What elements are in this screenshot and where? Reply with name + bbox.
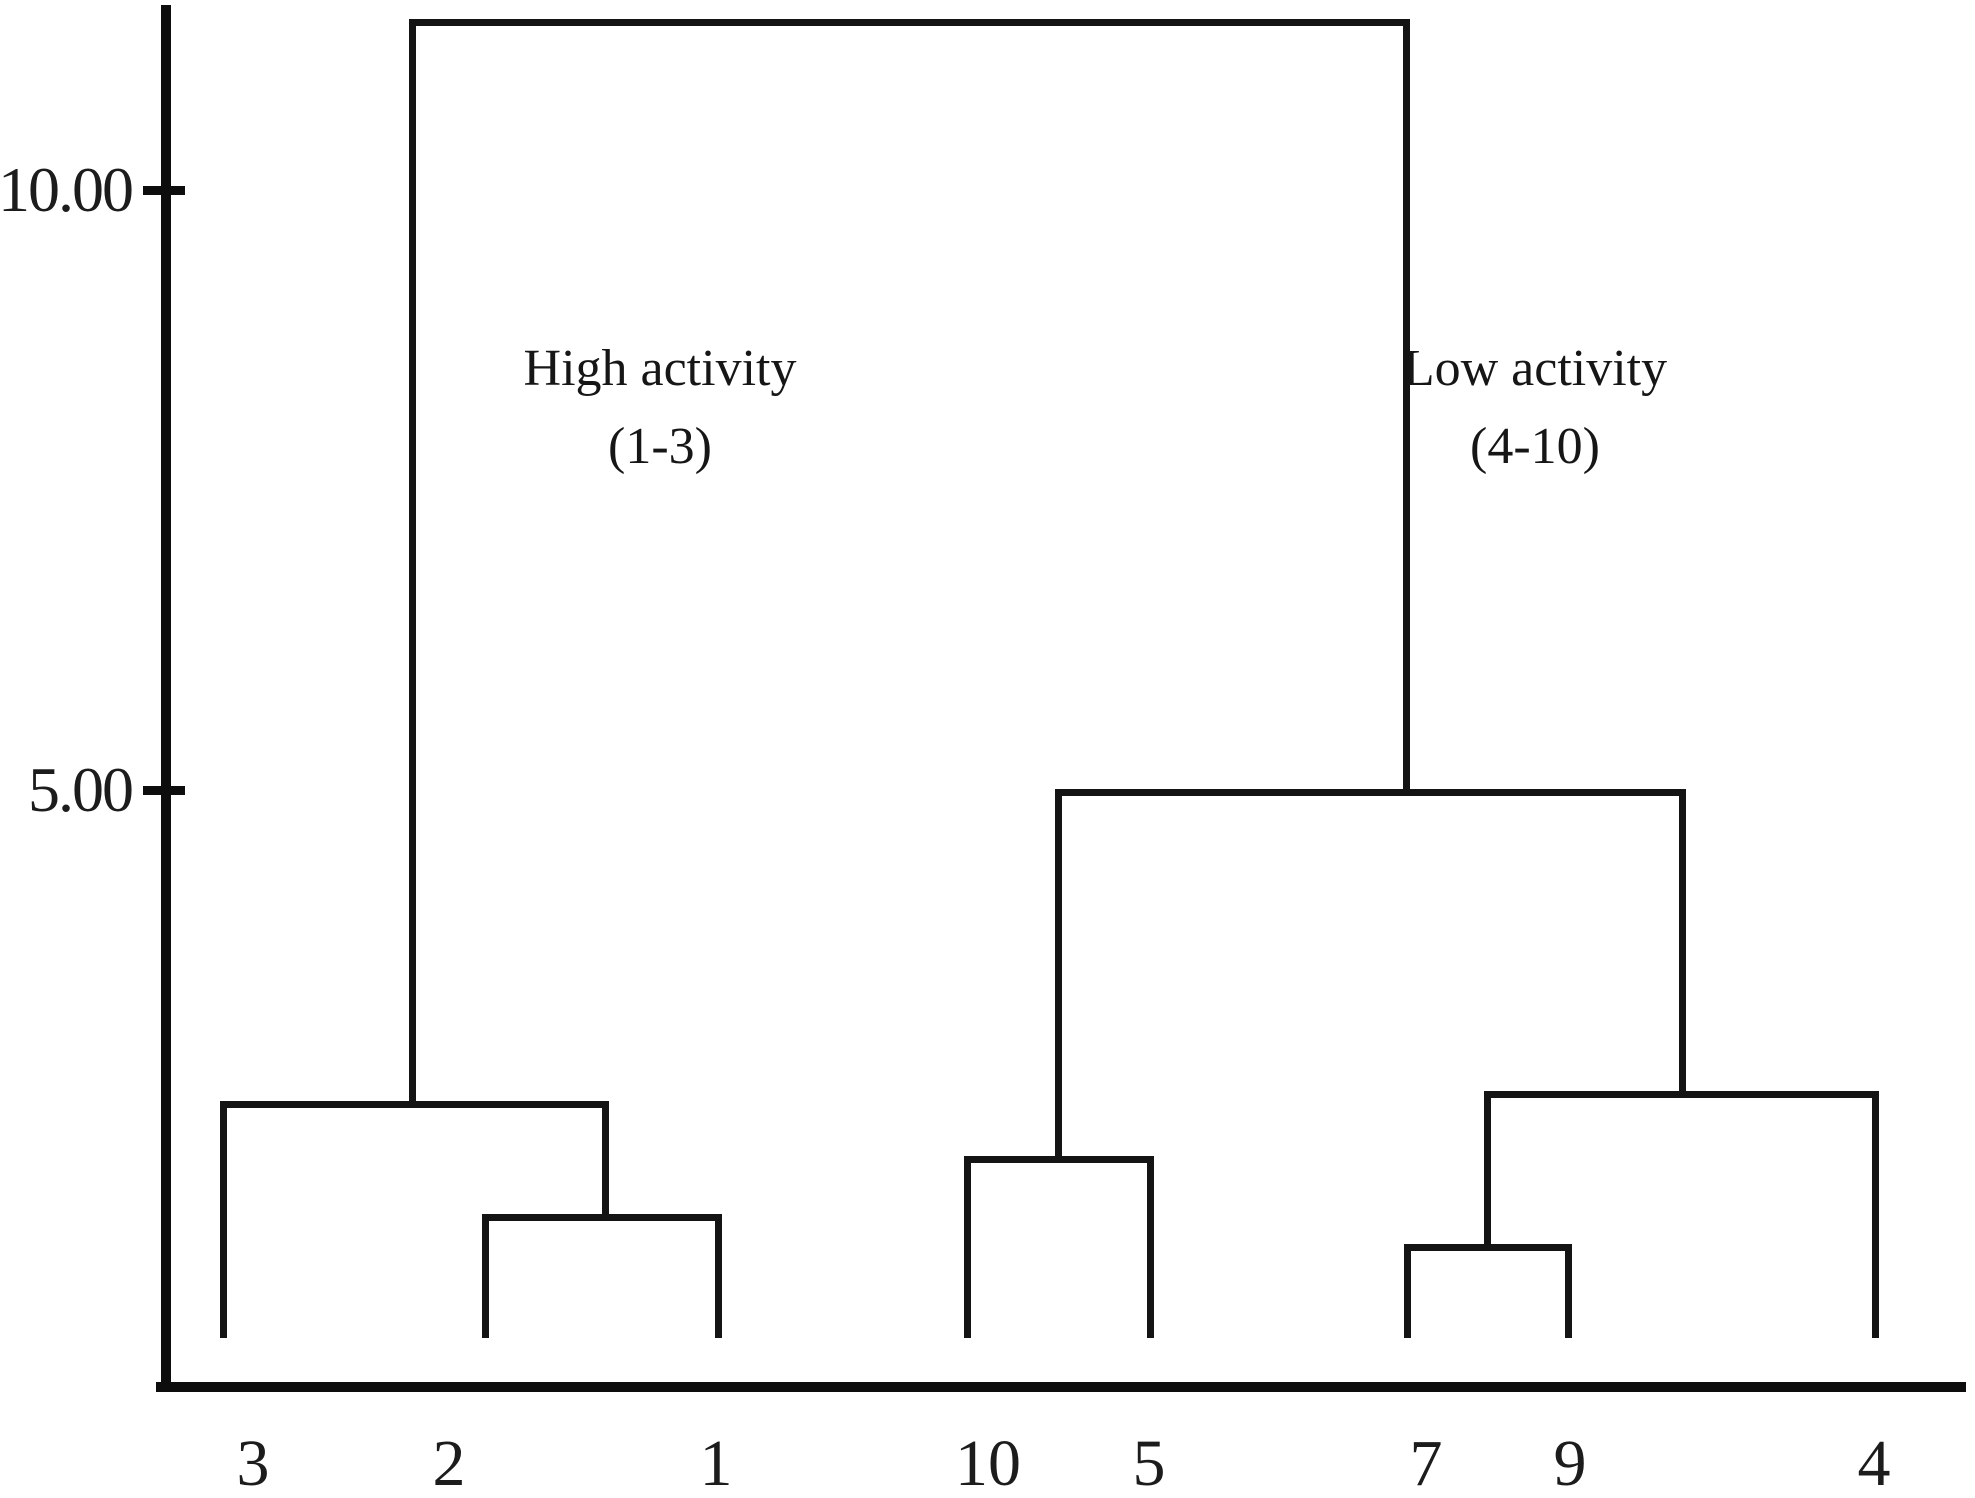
cluster-label-high-activity: High activity (1-3): [390, 330, 930, 486]
branch-m794: [1483, 1091, 1491, 1251]
branch-m105: [963, 1156, 971, 1339]
cluster-label-high-line2: (1-3): [608, 418, 712, 475]
leaf-label-10: 10: [955, 1427, 1021, 1498]
cluster-label-low-line2: (4-10): [1470, 418, 1600, 475]
cluster-label-high-line1: High activity: [523, 340, 797, 397]
branch-m321: [219, 1100, 227, 1339]
branch-mlow: [1678, 788, 1686, 1099]
leaf-label-4: 4: [1857, 1427, 1891, 1498]
branch-m105: [1146, 1156, 1154, 1339]
branch-m79: [1403, 1243, 1411, 1339]
branch-m321: [601, 1100, 609, 1221]
branch-root: [1402, 18, 1410, 796]
y-axis-tick-label-10.00: 10.00: [0, 154, 134, 225]
branch-m794: [1871, 1091, 1879, 1339]
x-axis-line: [156, 1382, 1966, 1392]
leaf-label-1: 1: [699, 1427, 733, 1498]
y-axis-tick-5.00: [143, 786, 185, 795]
branch-m21: [714, 1213, 722, 1339]
merge-bar-root: [408, 18, 1410, 26]
leaf-label-9: 9: [1553, 1427, 1587, 1498]
leaf-label-5: 5: [1132, 1427, 1166, 1498]
cluster-label-low-activity: Low activity (4-10): [1265, 330, 1805, 486]
branch-m21: [481, 1213, 489, 1339]
branch-mlow: [1054, 788, 1062, 1164]
leaf-label-7: 7: [1409, 1427, 1443, 1498]
merge-bar-mlow: [1054, 788, 1686, 796]
y-axis-tick-10.00: [143, 186, 185, 195]
leaf-label-3: 3: [236, 1427, 270, 1498]
cluster-label-low-line1: Low activity: [1402, 340, 1668, 397]
leaf-label-2: 2: [432, 1427, 466, 1498]
y-axis-line: [161, 5, 171, 1392]
branch-m79: [1564, 1243, 1572, 1339]
branch-root: [408, 18, 416, 1108]
y-axis-tick-label-5.00: 5.00: [28, 754, 134, 825]
